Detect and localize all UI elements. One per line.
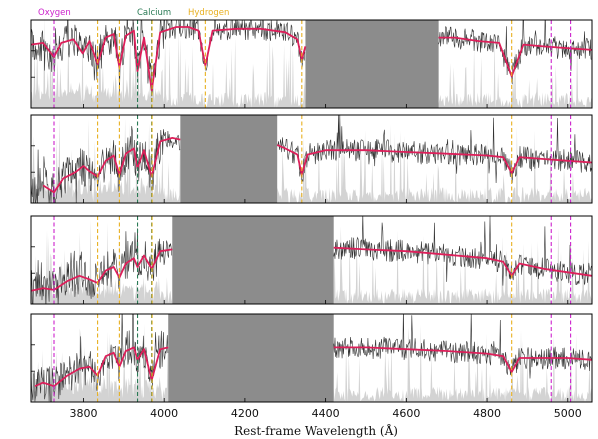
observed-flux-line bbox=[31, 314, 169, 402]
noise-spectrum bbox=[31, 115, 592, 203]
model-fit-line bbox=[276, 144, 592, 176]
noise-spectrum bbox=[31, 20, 592, 108]
model-fit-line bbox=[333, 346, 592, 373]
x-tick-label: 3800 bbox=[69, 407, 97, 420]
masked-region bbox=[168, 314, 334, 402]
observed-flux-line bbox=[333, 314, 592, 379]
x-axis-label: Rest-frame Wavelength (Å) bbox=[234, 423, 398, 438]
observed-flux-line bbox=[31, 20, 306, 97]
masked-region bbox=[180, 115, 278, 203]
observed-flux-line bbox=[276, 115, 592, 184]
noise-spectrum bbox=[31, 219, 592, 304]
noise-spectrum bbox=[31, 322, 592, 402]
spectrum-panel bbox=[30, 19, 593, 109]
panel-frame bbox=[30, 215, 593, 305]
legend-entry: Hydrogen bbox=[188, 8, 229, 18]
legend-entry: Oxygen bbox=[38, 8, 71, 18]
spectrum-panels bbox=[30, 19, 593, 403]
x-tick-label: 4000 bbox=[150, 407, 178, 420]
x-tick-label: 5000 bbox=[554, 407, 582, 420]
masked-region bbox=[305, 20, 439, 108]
panel-frame bbox=[30, 313, 593, 403]
x-tick-label: 4800 bbox=[473, 407, 501, 420]
masked-region bbox=[172, 216, 334, 304]
model-fit-line bbox=[42, 137, 181, 194]
panel-frame bbox=[30, 114, 593, 204]
observed-flux-line bbox=[333, 216, 592, 286]
x-tick-label: 4600 bbox=[392, 407, 420, 420]
legend: Oxygen Calcium Hydrogen bbox=[38, 8, 229, 18]
x-axis: 3800 4000 4200 4400 4600 4800 5000 bbox=[69, 407, 581, 420]
x-tick-label: 4400 bbox=[312, 407, 340, 420]
model-fit-line bbox=[438, 36, 592, 78]
legend-entry: Calcium bbox=[137, 8, 171, 18]
model-fit-line bbox=[31, 248, 173, 292]
model-fit-line bbox=[31, 26, 307, 92]
spectrum-panel bbox=[30, 313, 593, 403]
panel-frame bbox=[30, 19, 593, 109]
x-tick-label: 4200 bbox=[231, 407, 259, 420]
spectrum-panel bbox=[30, 215, 593, 305]
model-fit-line bbox=[34, 346, 169, 388]
spectrum-panel bbox=[30, 114, 593, 204]
